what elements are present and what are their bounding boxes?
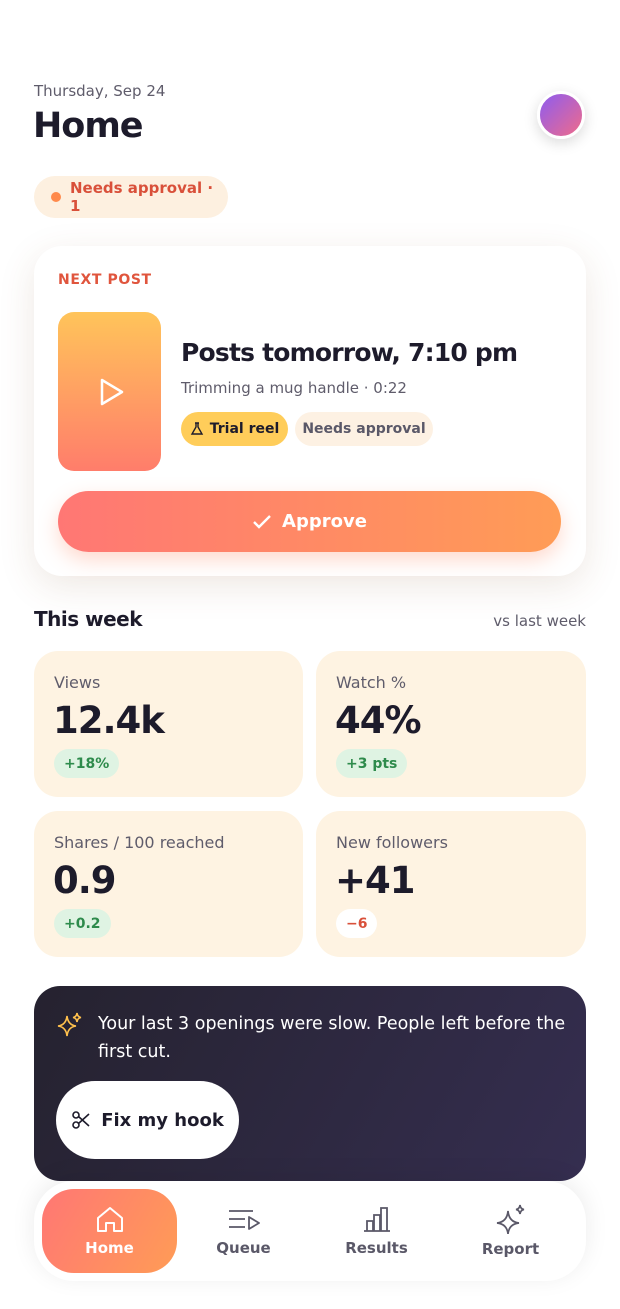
thumbnail[interactable] xyxy=(58,312,161,471)
queue-icon xyxy=(228,1210,260,1230)
stat-card: Views 12.4k +18% xyxy=(34,651,303,797)
stat-label: New followers xyxy=(336,833,448,852)
stat-value: 0.9 xyxy=(53,859,117,902)
date: Thursday, Sep 24 xyxy=(34,82,166,100)
approve-button[interactable]: Approve xyxy=(58,491,561,552)
results-icon xyxy=(363,1207,390,1232)
post-title: Posts tomorrow, 7:10 pm xyxy=(181,338,518,367)
scissors-icon xyxy=(72,1111,90,1129)
home-icon xyxy=(96,1207,123,1232)
stat-value: 12.4k xyxy=(53,699,165,742)
tag: Needs approval xyxy=(295,412,433,446)
stat-label: Views xyxy=(54,673,101,692)
nav-item[interactable]: Home xyxy=(42,1189,177,1273)
nav-item[interactable]: Report xyxy=(443,1189,578,1273)
nav-label: Queue xyxy=(216,1239,271,1257)
nav-label: Report xyxy=(481,1240,540,1258)
stat-change: +3 pts xyxy=(336,749,408,778)
stat-card: New followers +41 −6 xyxy=(316,811,586,957)
check-icon xyxy=(253,514,271,529)
compare-link[interactable]: vs last week xyxy=(493,612,586,630)
stat-change: +18% xyxy=(54,749,120,778)
status-pill[interactable]: Needs approval · 1 xyxy=(34,176,228,218)
tag: Trial reel xyxy=(181,412,288,446)
button-text: Fix my hook xyxy=(101,1109,224,1131)
section-title: This week xyxy=(34,607,143,631)
stat-change: −6 xyxy=(336,909,378,938)
play-icon xyxy=(100,378,124,406)
button-text: Approve xyxy=(282,511,367,532)
stat-value: +41 xyxy=(335,859,415,902)
report-icon xyxy=(496,1204,524,1234)
stat-label: Shares / 100 reached xyxy=(54,833,225,852)
page-title: Home xyxy=(33,106,144,146)
flask-icon xyxy=(190,422,203,435)
stat-card: Shares / 100 reached 0.9 +0.2 xyxy=(34,811,303,957)
tag-text: Trial reel xyxy=(209,421,280,437)
stat-change: +0.2 xyxy=(54,909,111,938)
stat-card: Watch % 44% +3 pts xyxy=(316,651,586,797)
nav-label: Results xyxy=(345,1239,408,1257)
nav-label: Home xyxy=(85,1239,134,1257)
sparkle-icon xyxy=(57,1012,82,1037)
nav-item[interactable]: Queue xyxy=(176,1189,311,1273)
insight-text: Your last 3 openings were slow. People l… xyxy=(98,1014,566,1062)
nav-item[interactable]: Results xyxy=(309,1189,444,1273)
stat-value: 44% xyxy=(335,699,422,742)
post-subtitle: Trimming a mug handle · 0:22 xyxy=(181,379,407,397)
fix-hook-button[interactable]: Fix my hook xyxy=(56,1081,239,1159)
avatar[interactable] xyxy=(537,91,585,139)
section-label: NEXT POST xyxy=(58,272,152,288)
stat-label: Watch % xyxy=(336,673,407,692)
